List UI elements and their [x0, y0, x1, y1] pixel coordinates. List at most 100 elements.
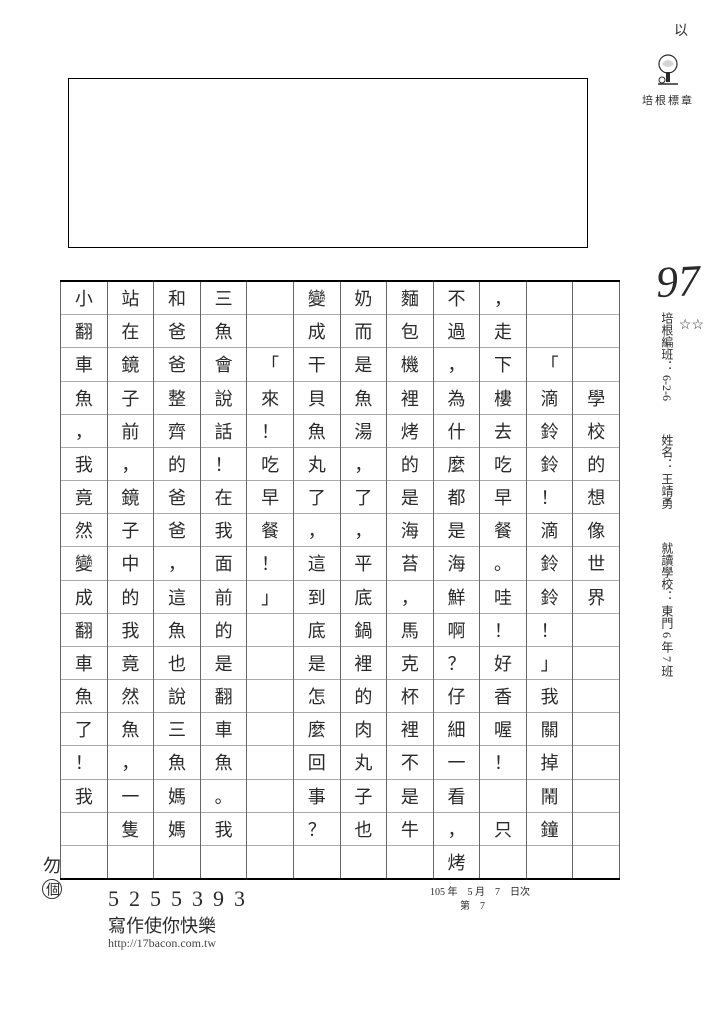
grid-cell: 「 [247, 348, 293, 381]
grid-cell: 前 [108, 415, 154, 448]
grid-cell: 前 [201, 581, 247, 614]
grid-column: 奶而是魚湯，了，平底鍋裡的肉丸子也 [340, 282, 387, 878]
grid-cell: 克 [387, 647, 433, 680]
grid-cell: 齊 [154, 415, 200, 448]
grid-cell [247, 746, 293, 779]
grid-cell: 翻 [61, 315, 107, 348]
grid-cell: 我 [201, 813, 247, 846]
grid-cell: 然 [108, 680, 154, 713]
grid-cell: 海 [434, 547, 480, 580]
grid-cell: 想 [573, 481, 619, 514]
grid-cell [201, 846, 247, 878]
grid-cell: 翻 [201, 680, 247, 713]
grid-cell: 爸 [154, 514, 200, 547]
grid-cell: 事 [294, 780, 340, 813]
school-value: 東門 6 年 7 班 [660, 605, 674, 677]
grid-cell: 這 [154, 581, 200, 614]
score-handwritten: 97 [655, 255, 702, 308]
grid-cell: 是 [434, 514, 480, 547]
grid-cell: 是 [387, 780, 433, 813]
grid-cell: 校 [573, 415, 619, 448]
grid-cell: ， [154, 547, 200, 580]
grid-cell: 下 [480, 348, 526, 381]
grid-cell: 丸 [341, 746, 387, 779]
grid-cell: 喔 [480, 713, 526, 746]
grid-cell: 魚 [61, 680, 107, 713]
grid-cell: 這 [294, 547, 340, 580]
margin-note-char: 勿 [41, 856, 61, 874]
grid-cell: 魚 [294, 415, 340, 448]
grid-cell: 的 [108, 581, 154, 614]
grid-cell: 看 [434, 780, 480, 813]
grid-cell: 為 [434, 382, 480, 415]
grid-cell: 都 [434, 481, 480, 514]
grid-cell: 裡 [387, 713, 433, 746]
name-label: 姓名： [660, 434, 674, 470]
grid-cell: 隻 [108, 813, 154, 846]
grid-cell: 鍋 [341, 614, 387, 647]
grid-column: 「來！吃早餐！」 [246, 282, 293, 878]
grid-cell: 然 [61, 514, 107, 547]
grid-cell: 麼 [434, 448, 480, 481]
grid-cell: ？ [434, 647, 480, 680]
grid-cell: 會 [201, 348, 247, 381]
grid-cell: 馬 [387, 614, 433, 647]
grid-cell: 翻 [61, 614, 107, 647]
grid-cell [341, 846, 387, 878]
grid-cell: 變 [294, 282, 340, 315]
grid-cell: 三 [201, 282, 247, 315]
grid-cell [247, 315, 293, 348]
grid-cell: 鐘 [527, 813, 573, 846]
grid-cell [573, 846, 619, 878]
grid-cell: ， [61, 415, 107, 448]
grid-cell [480, 846, 526, 878]
grid-cell: 也 [341, 813, 387, 846]
grid-cell: 的 [573, 448, 619, 481]
grid-cell: 啊 [434, 614, 480, 647]
grid-cell: ！ [247, 547, 293, 580]
grid-cell: 鏡 [108, 348, 154, 381]
class-value: 6-2-6 [660, 375, 674, 401]
grid-cell: 像 [573, 514, 619, 547]
footer-date-line1: 105 年 5 月 7 日次 [430, 886, 630, 900]
grid-cell: 貝 [294, 382, 340, 415]
grid-cell: 的 [201, 614, 247, 647]
grid-cell: 子 [108, 514, 154, 547]
grid-cell: 和 [154, 282, 200, 315]
grid-cell: 站 [108, 282, 154, 315]
grid-cell: 魚 [154, 746, 200, 779]
grid-cell: ！ [201, 448, 247, 481]
grid-cell [573, 746, 619, 779]
grid-cell: 底 [294, 614, 340, 647]
grid-cell: ， [108, 448, 154, 481]
grid-cell: 丸 [294, 448, 340, 481]
grid-cell: 細 [434, 713, 480, 746]
grid-cell: 爸 [154, 315, 200, 348]
grid-cell: 一 [434, 746, 480, 779]
grid-cell: 裡 [387, 382, 433, 415]
grid-column: 麵包機裡烤的是海苔，馬克杯裡不是牛 [386, 282, 433, 878]
grid-cell: ， [341, 448, 387, 481]
grid-cell: 我 [201, 514, 247, 547]
grid-cell: 鈴 [527, 581, 573, 614]
grid-cell: 機 [387, 348, 433, 381]
grid-cell: 我 [61, 448, 107, 481]
grid-cell: ， [480, 282, 526, 315]
grid-cell: 話 [201, 415, 247, 448]
grid-cell: 是 [294, 647, 340, 680]
grid-cell: 麵 [387, 282, 433, 315]
grid-cell [527, 315, 573, 348]
grid-cell [573, 348, 619, 381]
stars: ☆☆ [679, 312, 704, 340]
grid-cell: 裡 [341, 647, 387, 680]
grid-column: 不過，為什麼都是海鮮啊？仔細一看，烤 [433, 282, 480, 878]
grid-cell: 的 [154, 448, 200, 481]
grid-cell: 車 [61, 647, 107, 680]
grid-cell: 不 [387, 746, 433, 779]
grid-cell: 底 [341, 581, 387, 614]
grid-cell [294, 846, 340, 878]
grid-cell [247, 846, 293, 878]
grid-cell: 過 [434, 315, 480, 348]
grid-cell: 海 [387, 514, 433, 547]
grid-cell: ！ [527, 614, 573, 647]
